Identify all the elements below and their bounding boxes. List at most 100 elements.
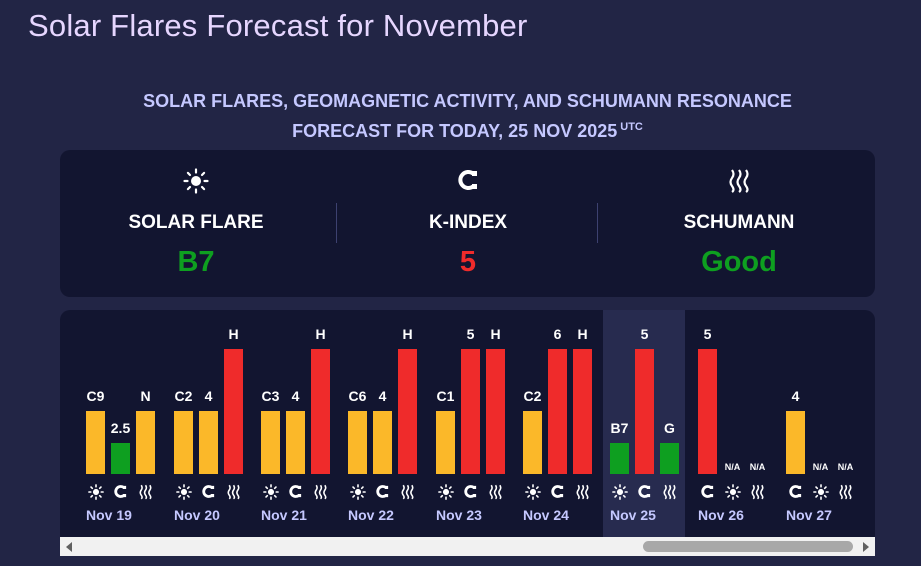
summary-value: B7 [177, 246, 215, 278]
utc-label: UTC [620, 121, 643, 133]
magnet-icon [113, 484, 129, 500]
forecast-bar-schumann [311, 349, 330, 474]
subtitle-line-2: FORECAST FOR TODAY, 25 NOV 2025 UTC [60, 114, 875, 144]
waves-icon [400, 484, 416, 500]
waves-icon [488, 484, 504, 500]
subtitle-date: FORECAST FOR TODAY, 25 NOV 2025 [292, 121, 618, 141]
bar-value-label: 5 [466, 326, 475, 342]
magnet-icon [637, 484, 653, 500]
forecast-bar-schumann [224, 349, 243, 474]
magnet-icon [375, 484, 391, 500]
day-label: Nov 21 [261, 507, 307, 523]
forecast-bar-flare [348, 411, 367, 474]
bar-value-label: 6 [553, 326, 562, 342]
forecast-bar-flare [436, 411, 455, 474]
summary-value: Good [701, 246, 777, 278]
magnet-icon [288, 484, 304, 500]
forecast-bar-kindex [548, 349, 567, 474]
waves-icon [750, 484, 766, 500]
bar-value-label: B7 [610, 420, 629, 436]
bar-value-label: 4 [204, 388, 213, 404]
bar-value-label: C2 [523, 388, 542, 404]
bar-value-label: N/A [749, 462, 766, 472]
day-label: Nov 27 [786, 507, 832, 523]
scroll-right-arrow-icon[interactable] [863, 542, 869, 552]
sun-icon [724, 484, 741, 500]
bar-value-label: H [315, 326, 326, 342]
bar-value-label: C1 [436, 388, 455, 404]
summary-solar-flare: SOLAR FLARE B7 [60, 150, 332, 297]
day-label: Nov 20 [174, 507, 220, 523]
waves-icon [662, 484, 678, 500]
waves-icon [138, 484, 154, 500]
bar-value-label: C2 [174, 388, 193, 404]
bar-value-label: H [402, 326, 413, 342]
bar-value-label: H [490, 326, 501, 342]
waves-icon [226, 484, 242, 500]
forecast-bar-schumann [486, 349, 505, 474]
subtitle-line-1: SOLAR FLARES, GEOMAGNETIC ACTIVITY, AND … [143, 91, 792, 111]
bar-value-label: 4 [378, 388, 387, 404]
bar-value-label: H [228, 326, 239, 342]
sun-icon [262, 484, 279, 500]
sun-icon [175, 484, 192, 500]
forecast-subtitle: SOLAR FLARES, GEOMAGNETIC ACTIVITY, AND … [60, 88, 875, 144]
summary-value: 5 [459, 246, 477, 278]
forecast-bar-kindex [635, 349, 654, 474]
bar-value-label: 2.5 [110, 420, 131, 436]
day-label: Nov 24 [523, 507, 569, 523]
bar-value-label: N [140, 388, 151, 404]
bar-value-label: N/A [724, 462, 741, 472]
divider [336, 203, 337, 243]
forecast-bar-flare [261, 411, 280, 474]
today-summary-panel: SOLAR FLARE B7 K-INDEX 5 SCHUMANN Good [60, 150, 875, 297]
summary-label: K-INDEX [428, 212, 508, 233]
waves-icon [575, 484, 591, 500]
magnet-icon [332, 168, 604, 194]
sun-icon [60, 168, 332, 194]
sun-icon [524, 484, 541, 500]
sun-icon [349, 484, 366, 500]
magnet-icon [463, 484, 479, 500]
magnet-icon [201, 484, 217, 500]
forecast-bar-schumann [136, 411, 155, 474]
forecast-bar-kindex [286, 411, 305, 474]
magnet-icon [550, 484, 566, 500]
forecast-bar-kindex [698, 349, 717, 474]
bar-value-label: C9 [86, 388, 105, 404]
bar-value-label: H [577, 326, 588, 342]
sun-icon [437, 484, 454, 500]
forecast-bar-flare [610, 443, 629, 474]
day-label: Nov 23 [436, 507, 482, 523]
forecast-bar-kindex [373, 411, 392, 474]
bar-value-label: 4 [791, 388, 800, 404]
horizontal-scrollbar[interactable] [60, 537, 875, 556]
summary-schumann: SCHUMANN Good [603, 150, 875, 297]
bar-value-label: N/A [837, 462, 854, 472]
summary-label: SCHUMANN [683, 212, 795, 233]
sun-icon [812, 484, 829, 500]
forecast-bar-kindex [786, 411, 805, 474]
page-title: Solar Flares Forecast for November [28, 8, 528, 43]
magnet-icon [700, 484, 716, 500]
forecast-bar-kindex [111, 443, 130, 474]
forecast-bar-kindex [199, 411, 218, 474]
bar-value-label: C3 [261, 388, 280, 404]
day-label: Nov 19 [86, 507, 132, 523]
bar-value-label: 5 [640, 326, 649, 342]
forecast-chart[interactable]: C9 2.5 N Nov 19 C2 4 H Nov 20 C3 4 H Nov 21 C6 4 H Nov … [60, 310, 875, 537]
sun-icon [87, 484, 104, 500]
waves-icon [603, 168, 875, 194]
scroll-thumb[interactable] [643, 541, 853, 552]
summary-k-index: K-INDEX 5 [332, 150, 604, 297]
forecast-bar-schumann [573, 349, 592, 474]
day-label: Nov 25 [610, 507, 656, 523]
forecast-bar-schumann [660, 443, 679, 474]
scroll-left-arrow-icon[interactable] [66, 542, 72, 552]
forecast-bar-flare [174, 411, 193, 474]
sun-icon [611, 484, 628, 500]
bar-value-label: 4 [291, 388, 300, 404]
waves-icon [313, 484, 329, 500]
forecast-bar-flare [523, 411, 542, 474]
forecast-bar-flare [86, 411, 105, 474]
